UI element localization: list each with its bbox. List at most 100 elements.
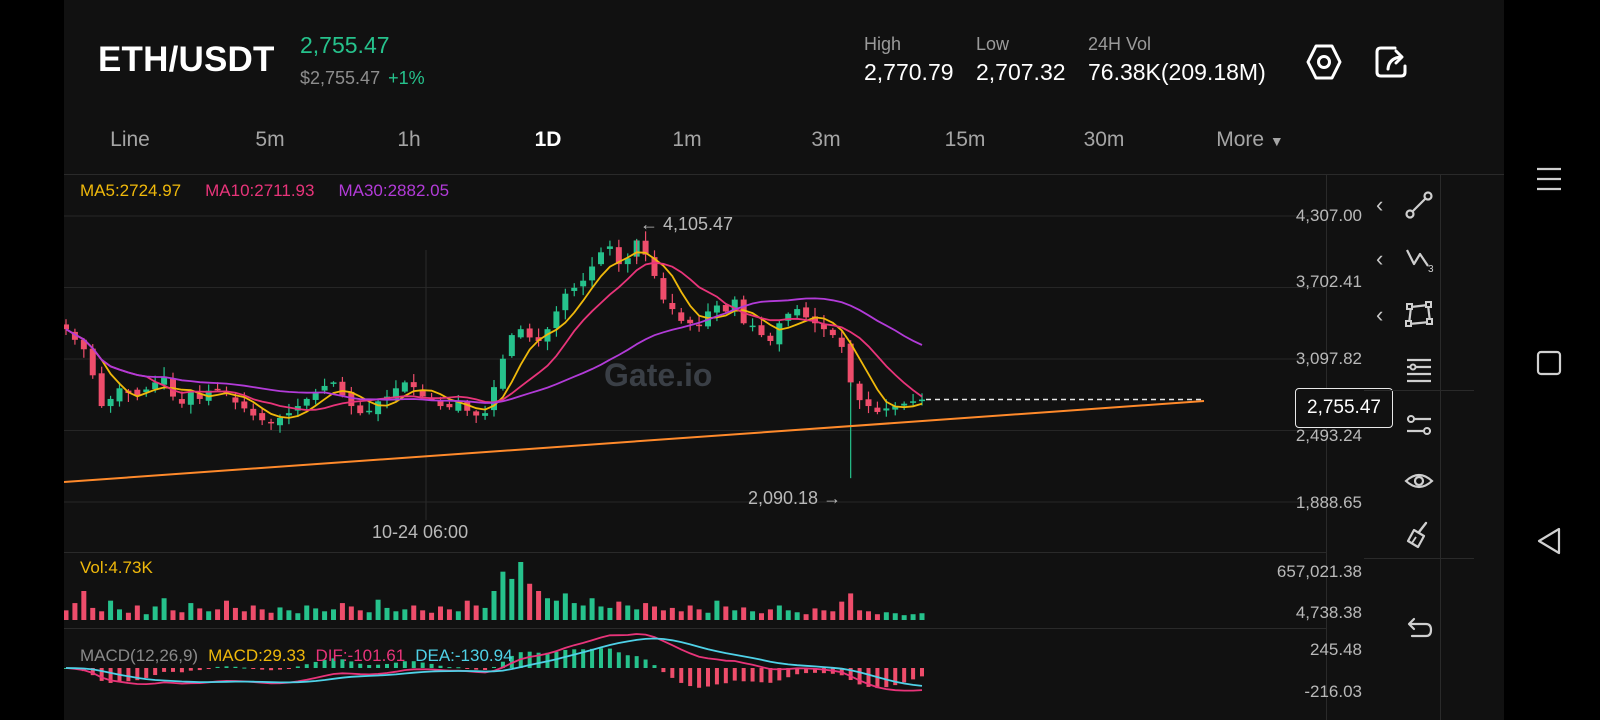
candle-body <box>856 383 863 401</box>
price-axis-label: 3,702.41 <box>1295 272 1362 291</box>
ma10-label: MA10:2711.93 <box>205 181 315 200</box>
tab-more[interactable]: More ▼ <box>1216 128 1284 152</box>
recents-icon[interactable] <box>1535 349 1563 382</box>
volume-bar <box>331 609 336 620</box>
volume-bar <box>750 611 756 620</box>
volume-bar <box>705 612 711 620</box>
volume-bar <box>446 609 452 620</box>
price-usd: $2,755.47 <box>300 68 381 88</box>
candle-body <box>482 413 489 416</box>
back-icon[interactable] <box>1535 526 1563 561</box>
volume-bar <box>250 605 256 620</box>
drawing-toolbar: ‹ ‹ 3 ‹ <box>1354 174 1494 720</box>
tab-1d[interactable]: 1D <box>534 128 562 151</box>
volume-bar <box>232 607 238 620</box>
settings-hex-icon[interactable] <box>1304 42 1344 82</box>
macd-histogram-bar <box>768 668 773 683</box>
macd-histogram-bar <box>821 668 826 674</box>
tab-1m[interactable]: 1m <box>672 128 702 151</box>
volume-bar <box>64 610 69 620</box>
volume-bar <box>732 610 738 620</box>
price-axis-label: 1,888.65 <box>1295 493 1362 512</box>
volume-bar <box>348 606 354 620</box>
macd-histogram-bar <box>634 656 639 668</box>
candle-body <box>187 391 194 405</box>
candle-body <box>214 388 221 391</box>
candle-body <box>401 382 408 392</box>
wave-tool[interactable]: ‹ 3 <box>1354 238 1474 278</box>
macd-histogram-bar <box>527 651 532 668</box>
candle-body <box>838 337 845 347</box>
shape-tool[interactable]: ‹ <box>1354 294 1474 334</box>
candlestick-chart[interactable]: Gate.io <box>64 200 1324 720</box>
price-change: +1% <box>388 68 425 88</box>
volume-bar <box>99 611 105 620</box>
tab-15m[interactable]: 15m <box>944 128 986 151</box>
ma5-label: MA5:2724.97 <box>80 181 182 200</box>
macd-histogram-bar <box>732 668 737 681</box>
candle-body <box>624 258 631 265</box>
macd-histogram-bar <box>625 655 630 668</box>
volume-bar <box>660 610 666 620</box>
macd-histogram-bar <box>652 665 657 668</box>
volume-bar <box>393 611 399 620</box>
volume-bar <box>687 605 693 620</box>
volume-bar <box>589 598 595 620</box>
menu-icon[interactable] <box>1535 166 1563 197</box>
candle-body <box>794 309 801 316</box>
tab-3m[interactable]: 3m <box>811 128 841 151</box>
volume-bar <box>723 606 729 620</box>
candle-body <box>749 325 756 328</box>
tab-line[interactable]: Line <box>110 128 150 151</box>
candle-body <box>196 393 203 399</box>
volume-bar <box>197 608 203 620</box>
price-axis-label: 3,097.82 <box>1295 349 1362 368</box>
trading-pair-title[interactable]: ETH/USDT <box>98 40 275 79</box>
volume-bar <box>357 610 363 620</box>
share-icon[interactable] <box>1371 42 1411 82</box>
tab-5m[interactable]: 5m <box>255 128 285 151</box>
macd-histogram-bar <box>857 668 862 685</box>
candle-body <box>865 399 872 407</box>
tab-30m[interactable]: 30m <box>1083 128 1125 151</box>
candle-body <box>874 407 881 412</box>
macd-histogram-bar <box>260 668 265 670</box>
visibility-tool[interactable] <box>1354 460 1474 500</box>
trendline-tool[interactable]: ‹ <box>1354 184 1474 224</box>
volume-bar <box>188 603 194 620</box>
macd-histogram-bar <box>224 666 229 668</box>
volume-bar <box>117 609 122 620</box>
macd-histogram-bar <box>474 668 479 670</box>
candle-body <box>134 389 141 396</box>
macd-histogram-bar <box>741 668 746 682</box>
macd-histogram-bar <box>616 652 621 668</box>
undo-tool[interactable] <box>1354 608 1474 648</box>
macd-histogram-bar <box>331 658 336 668</box>
macd-histogram-bar <box>590 648 595 668</box>
macd-histogram-bar <box>438 665 443 668</box>
macd-histogram-bar <box>572 649 577 668</box>
tab-1h[interactable]: 1h <box>397 128 421 151</box>
macd-histogram-bar <box>848 668 853 681</box>
volume-bar <box>527 583 533 620</box>
volume-bar <box>81 591 87 620</box>
clear-drawings-tool[interactable] <box>1354 514 1474 554</box>
macd-histogram-bar <box>162 668 167 672</box>
macd-histogram-bar <box>697 668 702 688</box>
macd-axis-bottom: -216.03 <box>1304 682 1362 701</box>
macd-histogram-bar <box>902 668 907 683</box>
channel-tool[interactable] <box>1354 404 1474 444</box>
macd-histogram-bar <box>99 668 104 681</box>
candle-body <box>562 293 569 311</box>
timeframe-tabs: Line 5m 1h 1D 1m 3m 15m 30m More ▼ <box>64 120 1504 160</box>
last-price: 2,755.47 <box>300 32 390 58</box>
macd-histogram-bar <box>367 665 372 668</box>
macd-histogram-bar <box>447 667 452 669</box>
candle-body <box>491 387 497 411</box>
fib-tool[interactable] <box>1354 348 1474 388</box>
candle-body <box>553 311 560 329</box>
volume-bar <box>767 609 773 620</box>
volume-bar <box>643 603 649 620</box>
volume-bar <box>634 609 640 620</box>
volume-bar <box>553 600 559 620</box>
